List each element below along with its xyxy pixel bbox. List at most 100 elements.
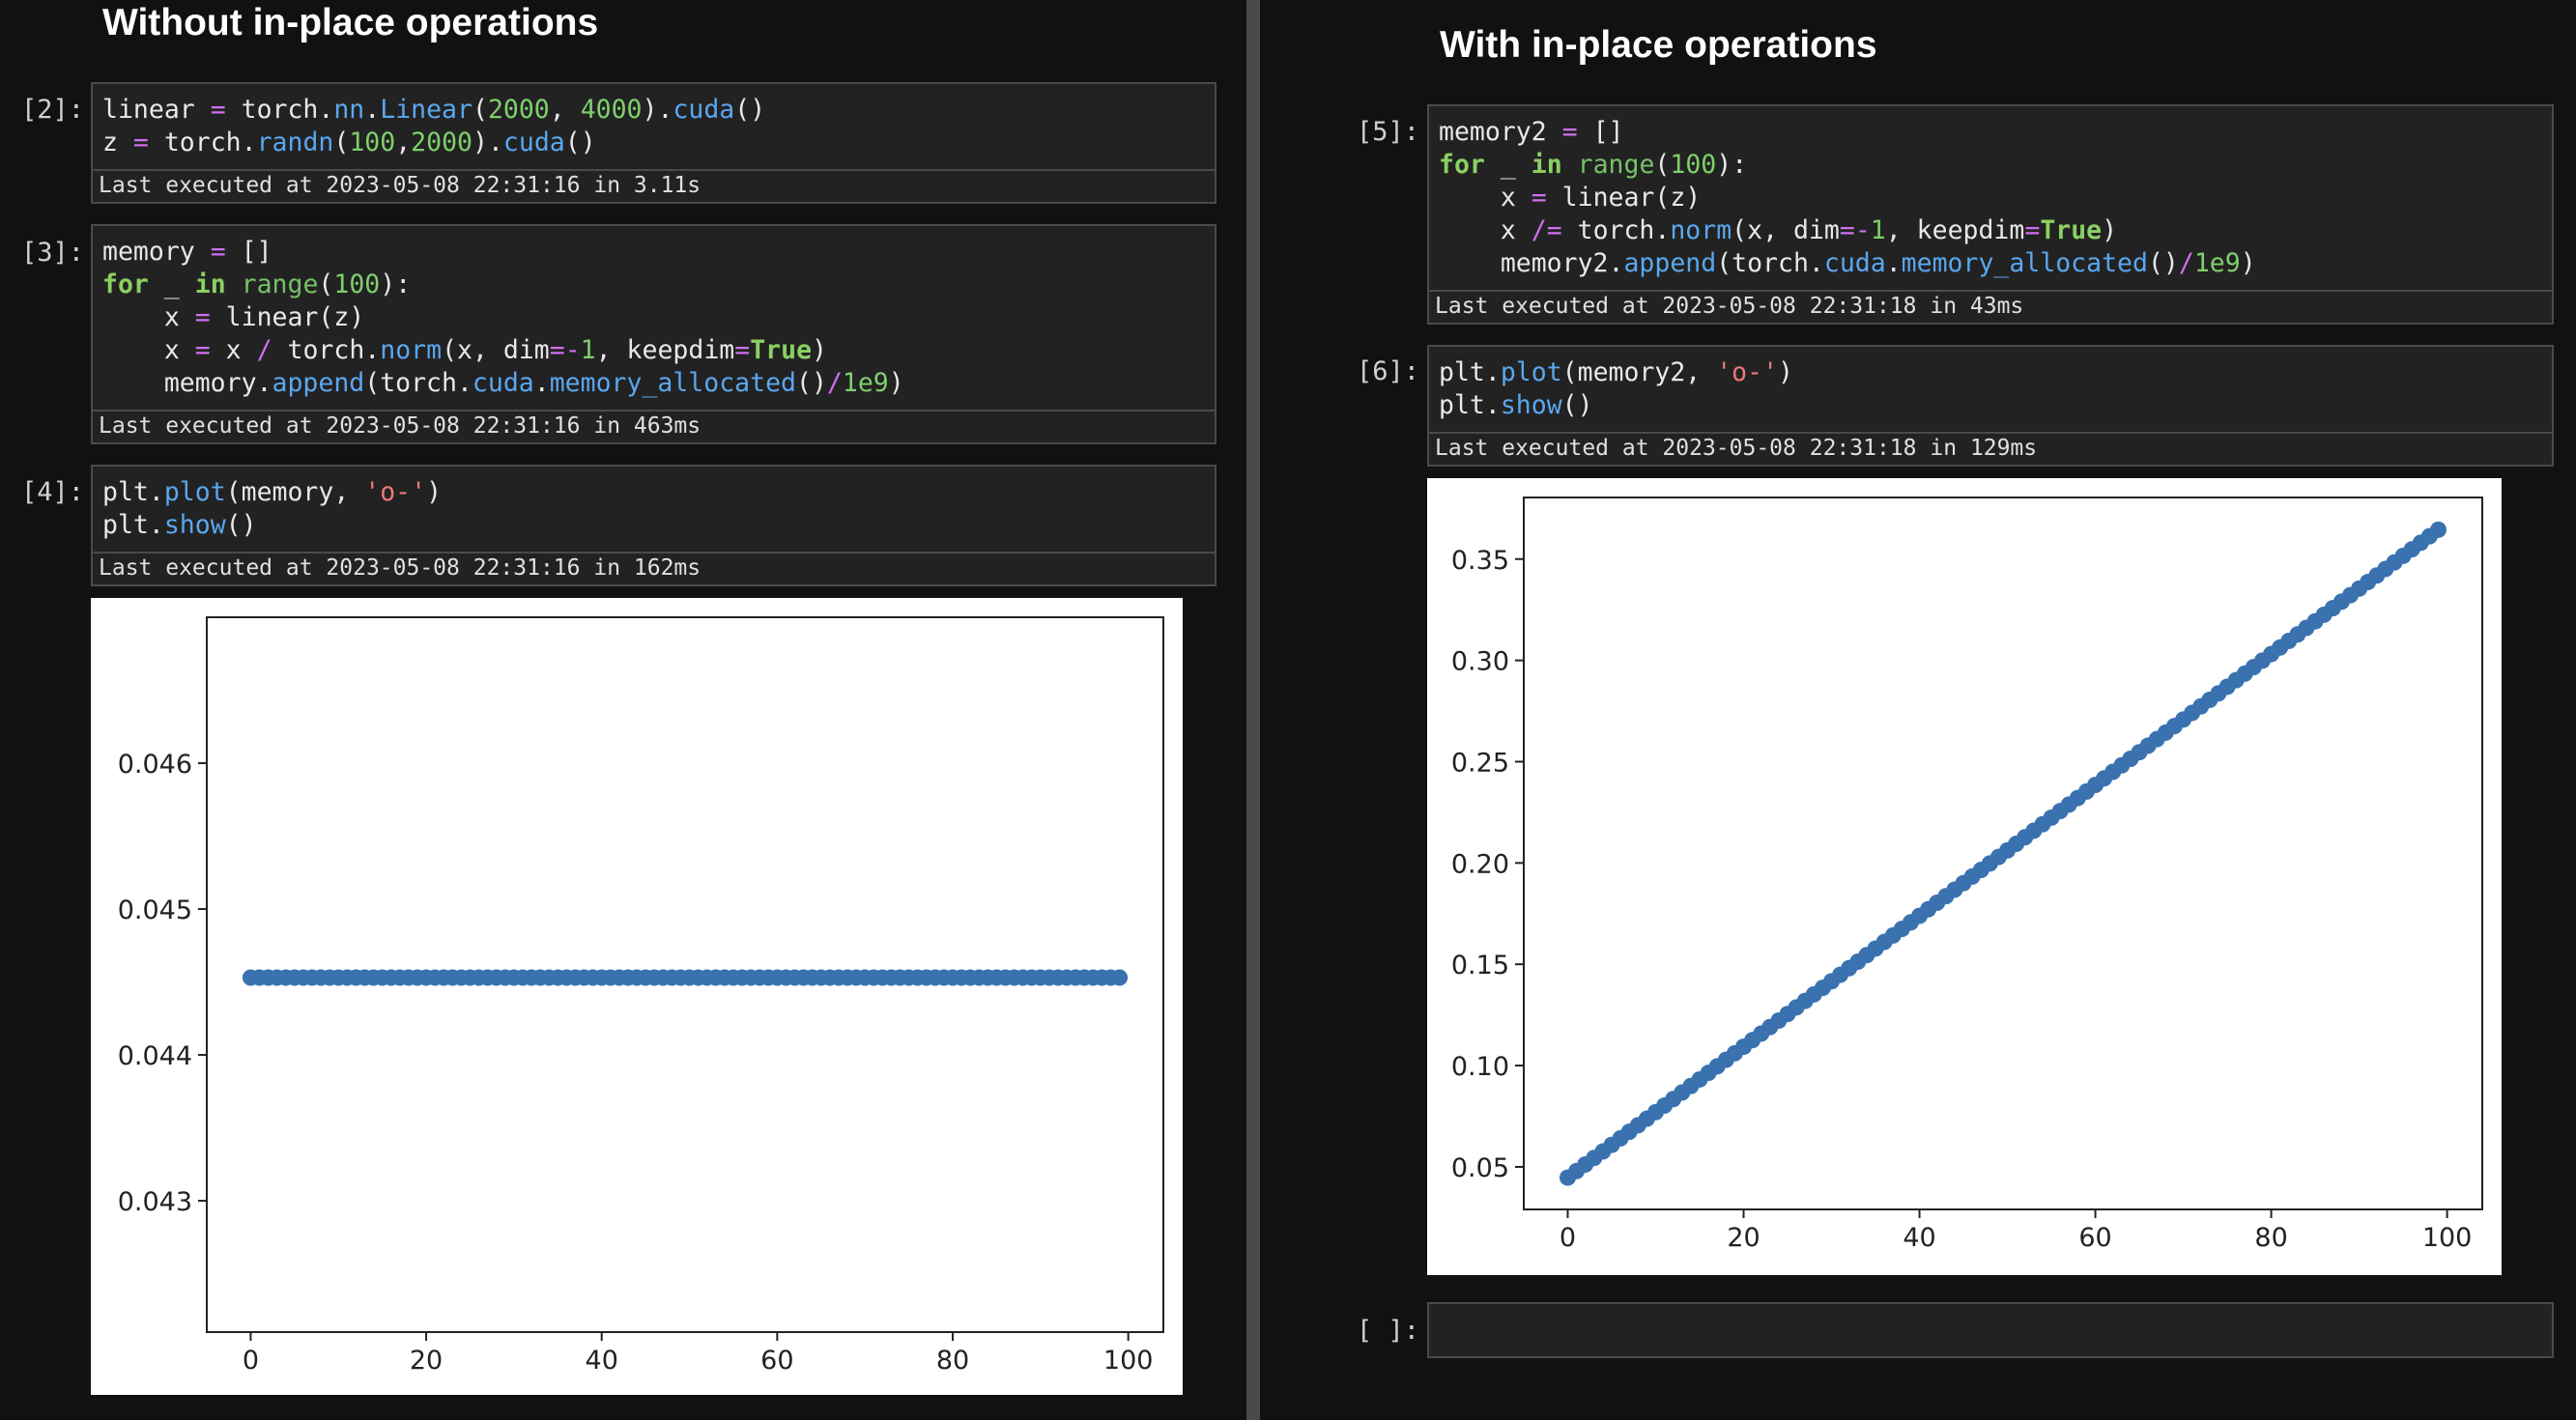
code-token: range <box>241 270 319 299</box>
code-token: /= <box>1531 215 1562 245</box>
x-tick-label: 40 <box>586 1346 618 1376</box>
empty-code-cell[interactable] <box>1427 1302 2554 1358</box>
code-token: . <box>1885 248 1902 278</box>
section-title-with: With in-place operations <box>1440 24 1877 66</box>
code-editor[interactable]: memory = [] for _ in range(100): x = line… <box>93 226 1215 400</box>
code-cell-5[interactable]: memory2 = [] for _ in range(100): x = lin… <box>1427 104 2554 325</box>
code-line: linear = torch.nn.Linear(2000, 4000).cud… <box>102 94 1205 127</box>
code-token: (memory2, <box>1561 357 1717 387</box>
code-line: memory = [] <box>102 236 1205 269</box>
code-token: 'o-' <box>1716 357 1779 387</box>
cell-prompt: [2]: <box>21 95 85 125</box>
code-token: plt. <box>102 477 164 507</box>
code-token: memory2. <box>1439 248 1624 278</box>
code-token: torch. <box>1561 215 1671 245</box>
code-token: (x, dim <box>1732 215 1840 245</box>
code-token: append <box>272 368 365 398</box>
code-token: 2000 <box>411 128 472 157</box>
code-editor[interactable]: memory2 = [] for _ in range(100): x = lin… <box>1429 106 2552 280</box>
code-editor[interactable]: plt.plot(memory, 'o-') plt.show() <box>93 467 1215 542</box>
execution-status: Last executed at 2023-05-08 22:31:18 in … <box>1429 290 2552 323</box>
code-token: linear(z) <box>210 302 365 332</box>
y-tick-label: 0.25 <box>1451 748 1509 778</box>
code-token: cuda <box>502 128 565 157</box>
code-line: x = x / torch.norm(x, dim=-1, keepdim=Tr… <box>102 334 1205 367</box>
code-token: 'o-' <box>364 477 427 507</box>
code-token: . <box>533 368 550 398</box>
code-token: / <box>256 335 272 365</box>
code-token: = <box>2024 215 2041 245</box>
code-token: ) <box>888 368 904 398</box>
code-token: cuda <box>673 95 735 125</box>
cell-prompt: [3]: <box>21 238 85 268</box>
code-token: Linear <box>380 95 472 125</box>
x-tick-label: 20 <box>1727 1223 1760 1253</box>
x-tick-label: 100 <box>1103 1346 1154 1376</box>
code-token: , <box>395 128 412 157</box>
code-token: 1 <box>580 335 596 365</box>
code-token: [] <box>225 237 272 267</box>
code-token: memory. <box>102 368 272 398</box>
code-token: 4000 <box>580 95 643 125</box>
code-token: ) <box>2102 215 2118 245</box>
left-notebook-panel: Without in-place operations [2]: linear … <box>0 0 1246 1420</box>
code-token: = <box>1531 183 1547 213</box>
code-token: x <box>102 302 195 332</box>
x-tick-label: 0 <box>1560 1223 1576 1253</box>
code-cell-6[interactable]: plt.plot(memory2, 'o-') plt.show() Last e… <box>1427 345 2554 467</box>
code-cell-4[interactable]: plt.plot(memory, 'o-') plt.show() Last ex… <box>91 465 1216 586</box>
x-tick-label: 100 <box>2422 1223 2473 1253</box>
x-tick-label: 60 <box>760 1346 793 1376</box>
code-token: x <box>1439 183 1531 213</box>
code-cell-3[interactable]: memory = [] for _ in range(100): x = line… <box>91 224 1216 444</box>
x-tick-label: 60 <box>2078 1223 2111 1253</box>
code-token <box>226 270 242 299</box>
code-token: plt. <box>1439 357 1501 387</box>
code-token: , keepdim <box>595 335 735 365</box>
code-token: () <box>734 95 766 125</box>
code-token <box>1562 150 1578 180</box>
code-editor[interactable]: plt.plot(memory2, 'o-') plt.show() <box>1429 347 2552 422</box>
x-tick-label: 20 <box>410 1346 443 1376</box>
y-tick-label: 0.05 <box>1451 1153 1509 1183</box>
code-token: torch. <box>225 95 334 125</box>
x-tick-label: 80 <box>936 1346 969 1376</box>
memory2-plot: 0 20 40 60 80 100 0.05 0.10 0.15 0.20 0.25 0.30 0.35 <box>1451 497 2483 1253</box>
code-token: linear(z) <box>1546 183 1702 213</box>
code-line: plt.plot(memory, 'o-') <box>102 476 1205 509</box>
code-token: 100 <box>333 270 381 299</box>
plot-output-right: 0 20 40 60 80 100 0.05 0.10 0.15 0.20 0.25 0.30 0.35 <box>1427 478 2502 1275</box>
panel-divider[interactable] <box>1246 0 1260 1420</box>
axes-frame <box>1523 497 2483 1210</box>
code-token: . <box>364 95 381 125</box>
code-token: / <box>826 368 843 398</box>
code-token: 100 <box>1670 150 1717 180</box>
code-token: True <box>750 335 813 365</box>
code-editor[interactable]: linear = torch.nn.Linear(2000, 4000).cud… <box>93 84 1215 159</box>
code-token: = <box>194 335 211 365</box>
code-token: _ <box>1484 150 1531 180</box>
right-notebook-panel: With in-place operations [5]: memory2 = … <box>1260 0 2576 1420</box>
code-token: = <box>210 237 226 267</box>
code-token: show <box>1500 390 1562 420</box>
code-line: z = torch.randn(100,2000).cuda() <box>102 127 1205 159</box>
code-token: randn <box>256 128 334 157</box>
code-line: x /= torch.norm(x, dim=-1, keepdim=True) <box>1439 214 2542 247</box>
code-token: [] <box>1577 117 1624 147</box>
code-token: plot <box>163 477 226 507</box>
execution-status: Last executed at 2023-05-08 22:31:16 in … <box>93 410 1215 442</box>
code-token: (torch. <box>1716 248 1824 278</box>
section-title-without: Without in-place operations <box>102 2 599 43</box>
code-token: ) <box>1778 357 1793 387</box>
code-line: for _ in range(100): <box>102 269 1205 301</box>
code-token: cuda <box>472 368 534 398</box>
code-token: () <box>564 128 596 157</box>
code-line: plt.show() <box>1439 389 2542 422</box>
code-line: plt.show() <box>102 509 1205 542</box>
cell-prompt: [4]: <box>21 477 85 507</box>
code-token: x <box>210 335 257 365</box>
code-cell-2[interactable]: linear = torch.nn.Linear(2000, 4000).cud… <box>91 82 1216 204</box>
code-token: = <box>132 128 149 157</box>
x-tick-label: 0 <box>243 1346 259 1376</box>
y-tick-label: 0.10 <box>1451 1052 1509 1082</box>
